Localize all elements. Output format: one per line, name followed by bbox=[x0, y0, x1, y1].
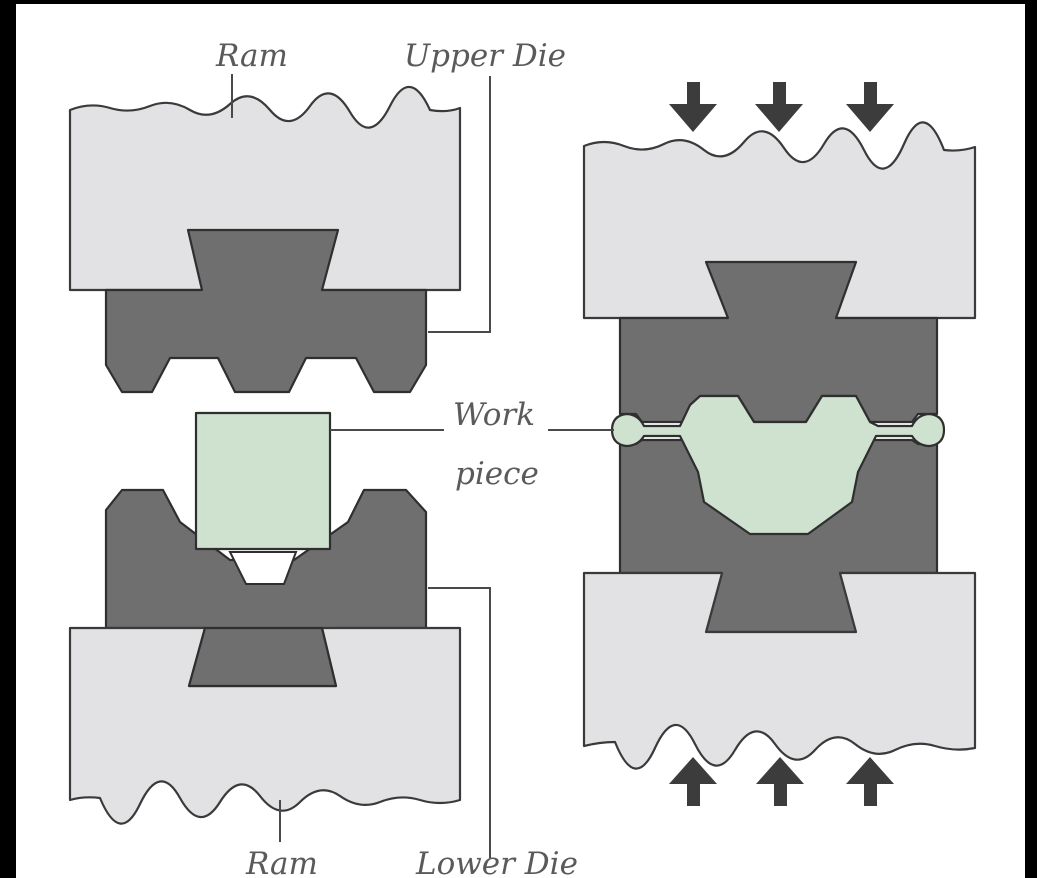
label-upper-die: Upper Die bbox=[404, 38, 566, 74]
upper-ram-left bbox=[68, 85, 462, 292]
right-closed-dies bbox=[582, 82, 977, 806]
lower-ram-left bbox=[68, 626, 462, 825]
workpiece-block bbox=[194, 411, 332, 551]
up-arrow-icon bbox=[669, 757, 894, 806]
lower-ram-right bbox=[582, 571, 977, 770]
annotations: Ram Upper Die Work piece Ram Lower Die bbox=[215, 38, 614, 878]
down-arrow-icon bbox=[669, 82, 894, 132]
label-lower-die: Lower Die bbox=[415, 846, 578, 878]
lower-die-plug-left bbox=[187, 626, 338, 688]
upper-die-left bbox=[104, 228, 428, 394]
label-work-line1: Work bbox=[453, 397, 535, 433]
label-work-line2: piece bbox=[455, 456, 539, 492]
upper-ram-right bbox=[582, 121, 977, 320]
leader-lower-die bbox=[428, 587, 491, 858]
die-cavity-gap bbox=[228, 551, 298, 585]
label-ram-top: Ram bbox=[215, 38, 288, 74]
left-open-dies bbox=[68, 85, 462, 825]
leader-upper-die bbox=[428, 76, 491, 333]
label-ram-bottom: Ram bbox=[245, 846, 318, 878]
forged-workpiece bbox=[610, 394, 946, 536]
